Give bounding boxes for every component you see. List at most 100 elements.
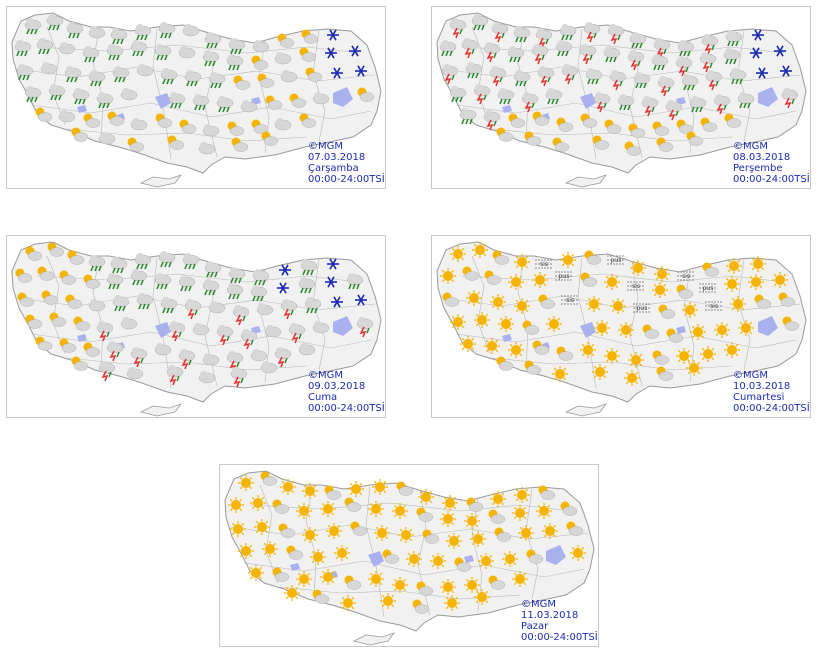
weather-storm-icon	[579, 44, 597, 65]
weather-sun-icon	[372, 479, 388, 495]
weather-rain-icon	[106, 273, 124, 290]
weather-rain-icon	[110, 257, 128, 274]
weather-partly-icon	[666, 328, 684, 343]
weather-cloud-icon	[130, 118, 148, 131]
weather-partly-icon	[416, 507, 434, 522]
weather-snow-icon	[752, 29, 764, 41]
weather-partly-icon	[604, 119, 622, 134]
weather-partly-icon	[35, 336, 53, 351]
weather-cloud-icon	[40, 62, 58, 75]
weather-sun-icon	[406, 551, 422, 567]
weather-sun-icon	[320, 501, 336, 517]
weather-rain-icon	[112, 295, 130, 312]
weather-partly-icon	[227, 121, 245, 136]
weather-sun-icon	[570, 545, 586, 561]
weather-sun-icon	[392, 577, 408, 593]
weather-sun-icon	[440, 268, 456, 284]
weather-partly-icon	[580, 272, 598, 287]
caption-date: 08.03.2018	[733, 152, 791, 163]
weather-rain-icon	[729, 68, 747, 85]
weather-partly-icon	[526, 549, 544, 564]
weather-sun-icon	[498, 316, 514, 332]
weather-partly-icon	[312, 589, 330, 604]
weather-sun-icon	[654, 266, 670, 282]
weather-partly-icon	[233, 75, 251, 90]
weather-sun-icon	[484, 338, 500, 354]
weather-partly-icon	[344, 575, 362, 590]
weather-sun-icon	[398, 527, 414, 543]
weather-sun-icon	[490, 491, 506, 507]
weather-rain-icon	[216, 96, 234, 113]
weather-rain-icon	[204, 32, 222, 49]
weather-sun-icon	[508, 342, 524, 358]
forecast-map-day-5: ©MGM 11.03.2018 Pazar 00:00-24:00TSİ	[219, 464, 599, 647]
weather-sun-icon	[302, 527, 318, 543]
weather-snow-icon	[355, 294, 367, 306]
weather-partly-icon	[494, 527, 512, 542]
weather-cloud-icon	[274, 118, 292, 131]
weather-sun-icon	[238, 475, 254, 491]
weather-partly-icon	[107, 111, 125, 126]
weather-storm-icon	[713, 94, 731, 115]
caption-day: Cumartesi	[733, 392, 785, 403]
weather-cloud-icon	[208, 301, 226, 314]
weather-partly-icon	[488, 575, 506, 590]
weather-partly-icon	[382, 549, 400, 564]
weather-partly-icon	[25, 246, 43, 261]
lake	[546, 545, 566, 565]
weather-sun-icon	[464, 513, 480, 529]
weather-partly-icon	[167, 135, 185, 150]
province-border	[737, 30, 751, 142]
weather-sun-icon	[714, 322, 730, 338]
weather-rain-icon	[300, 259, 318, 276]
weather-storm-icon	[230, 367, 248, 388]
weather-partly-icon	[350, 521, 368, 536]
cyprus-outline	[564, 403, 608, 417]
weather-storm-icon	[96, 321, 114, 342]
weather-cloud-icon	[250, 349, 268, 362]
weather-partly-icon	[35, 107, 53, 122]
weather-partly-icon	[442, 292, 460, 307]
lake	[77, 334, 87, 342]
weather-storm-icon	[461, 38, 479, 59]
weather-sun-icon	[464, 577, 480, 593]
weather-rain-icon	[66, 22, 84, 39]
map-caption: ©MGM 07.03.2018 Çarşamba 00:00-24:00TSİ	[308, 141, 385, 185]
weather-partly-icon	[289, 93, 307, 108]
weather-snow-icon	[774, 45, 786, 57]
svg-text:pus: pus	[703, 285, 714, 292]
weather-cloud-icon	[154, 343, 172, 356]
caption-period: 00:00-24:00TSİ	[733, 403, 810, 414]
weather-cloud-icon	[260, 361, 278, 374]
lake	[580, 93, 596, 109]
weather-sun-icon	[442, 495, 458, 511]
weather-partly-icon	[344, 497, 362, 512]
weather-storm-icon	[653, 38, 671, 59]
weather-sun-icon	[254, 519, 270, 535]
weather-sun-icon	[248, 565, 264, 581]
weather-cloud-icon	[120, 317, 138, 330]
weather-partly-icon	[251, 119, 269, 134]
weather-storm-icon	[168, 321, 186, 342]
weather-partly-icon	[59, 270, 77, 285]
map-caption: ©MGM 10.03.2018 Cumartesi 00:00-24:00TSİ	[733, 370, 810, 414]
lake	[290, 563, 300, 571]
lake	[333, 87, 353, 107]
weather-partly-icon	[299, 47, 317, 62]
weather-rain-icon	[96, 92, 114, 109]
weather-cloud-icon	[198, 371, 216, 384]
weather-partly-icon	[71, 356, 89, 371]
weather-partly-icon	[83, 113, 101, 128]
weather-sun-icon	[302, 483, 318, 499]
map-caption: ©MGM 08.03.2018 Perşembe 00:00-24:00TSİ	[733, 141, 810, 185]
weather-storm-icon	[473, 84, 491, 105]
weather-sun-icon	[228, 497, 244, 513]
weather-cloud-icon	[274, 52, 292, 65]
weather-sun-icon	[536, 503, 552, 519]
weather-partly-icon	[584, 250, 602, 265]
weather-rain-icon	[507, 46, 525, 63]
weather-rain-icon	[681, 74, 699, 91]
weather-storm-icon	[561, 64, 579, 85]
caption-date: 10.03.2018	[733, 381, 791, 392]
weather-sun-icon	[470, 531, 486, 547]
